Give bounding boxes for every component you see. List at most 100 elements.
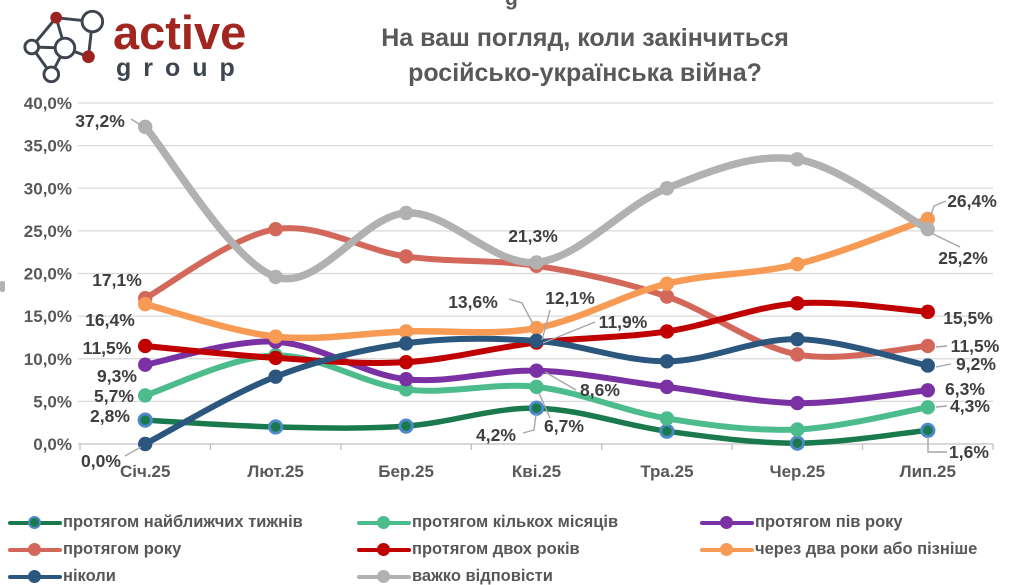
series-2-point-0	[138, 357, 153, 372]
data-label-leader	[935, 405, 948, 408]
data-label-leader	[935, 345, 948, 348]
series-0-point-4	[659, 423, 675, 439]
data-label: 11,5%	[951, 336, 1000, 356]
legend-label: протягом року	[63, 540, 182, 558]
data-label-leader	[930, 200, 947, 216]
series-3-point-1	[268, 221, 283, 237]
series-6-point-0	[138, 436, 153, 452]
data-label: 6,7%	[544, 416, 584, 436]
series-5-point-1	[268, 329, 283, 344]
data-label-leader	[935, 363, 952, 368]
series-1-point-5	[790, 422, 805, 437]
data-label: 11,9%	[599, 312, 648, 332]
data-label-leader	[522, 413, 537, 434]
data-label: 15,5%	[943, 308, 993, 328]
legend-swatch-icon	[8, 516, 62, 530]
series-1-point-3	[529, 379, 544, 395]
series-7-point-2	[398, 205, 414, 221]
legend-label: через два роки або пізніше	[755, 540, 978, 558]
series-4-point-5	[790, 296, 805, 311]
y-axis-tick-label: 0,0%	[33, 435, 72, 454]
logo-wordmark-active: active	[113, 6, 247, 59]
legend-label: протягом найближчих тижнів	[63, 513, 303, 531]
series-2-point-5	[790, 395, 805, 411]
data-label: 9,2%	[956, 354, 996, 374]
series-6-point-1	[268, 369, 283, 384]
series-3-point-4	[659, 289, 675, 304]
series-6-point-3	[529, 333, 544, 349]
data-label-leader	[544, 371, 577, 391]
y-axis-tick-label: 25,0%	[24, 222, 72, 241]
series-5-point-2	[398, 324, 414, 339]
data-label: 13,6%	[448, 292, 498, 312]
legend-item: протягом кількох місяців	[357, 509, 700, 536]
series-7-point-1	[268, 269, 283, 285]
logo-network-icon	[23, 9, 105, 84]
data-label-leader	[538, 392, 551, 419]
data-label: 5,7%	[94, 386, 134, 406]
series-4-point-1	[268, 350, 283, 366]
legend-item: протягом пів року	[700, 509, 1016, 536]
legend-swatch-icon	[357, 516, 411, 530]
legend-label: протягом кількох місяців	[412, 513, 619, 531]
x-axis-tick-label: Бер.25	[378, 462, 434, 481]
legend-label: важко відповісти	[412, 567, 553, 585]
series-2-point-6	[920, 383, 935, 398]
series-6-point-6	[920, 358, 935, 373]
data-label-leader	[124, 446, 142, 457]
data-label: 4,2%	[476, 425, 516, 445]
data-label: 2,8%	[90, 406, 130, 426]
series-2-point-2	[398, 372, 414, 387]
series-7-point-5	[790, 152, 805, 167]
series-1-point-2	[398, 382, 414, 397]
legend-item: протягом двох років	[357, 536, 700, 563]
y-axis-tick-label: 20,0%	[24, 265, 72, 284]
chart-title-line2: російсько-українська війна?	[408, 59, 762, 87]
series-5-point-3	[529, 320, 544, 336]
data-label: 17,1%	[92, 270, 142, 290]
chart-title-line1: На ваш погляд, коли закінчиться	[381, 24, 789, 52]
series-4-point-6	[920, 304, 935, 320]
series-2-point-4	[659, 379, 675, 395]
x-axis-tick-label: Кві.25	[512, 462, 561, 481]
series-0-point-3	[528, 400, 545, 416]
legend-label: протягом пів року	[755, 513, 903, 531]
series-0-point-2	[398, 418, 414, 434]
data-label: 26,4%	[947, 191, 997, 211]
series-3-point-6	[920, 338, 935, 354]
series-4-point-4	[659, 324, 675, 339]
y-axis-tick-label: 5,0%	[33, 392, 72, 411]
legend-item: протягом року	[8, 536, 357, 563]
y-axis-tick-label: 10,0%	[24, 350, 72, 369]
series-7-point-3	[529, 255, 544, 270]
series-0-point-0	[137, 412, 153, 428]
logo-wordmark-group: group	[116, 54, 247, 82]
data-label: 4,3%	[950, 396, 990, 416]
data-label-leader	[130, 118, 143, 127]
series-4-point-0	[138, 338, 153, 354]
legend-column-3: протягом пів року через два роки або пізн…	[700, 509, 1016, 585]
data-label: 16,4%	[85, 310, 135, 330]
legend-column-2: протягом кількох місяців протягом двох ро…	[357, 509, 700, 585]
series-0-point-6	[920, 422, 936, 438]
legend-item: важко відповісти	[357, 563, 700, 585]
series-3-point-5	[790, 347, 805, 362]
series-7-point-4	[659, 181, 675, 196]
legend-swatch-icon	[357, 543, 411, 557]
y-axis-tick-label: 15,0%	[24, 307, 72, 326]
data-label: 0,0%	[81, 451, 121, 471]
data-label-leader	[542, 321, 596, 344]
data-label: 1,6%	[949, 442, 989, 462]
legend-swatch-icon	[8, 570, 62, 584]
data-label: 8,6%	[580, 380, 620, 400]
x-axis-tick-label: Чер.25	[770, 462, 825, 481]
x-axis-tick-label: Лют.25	[247, 462, 304, 481]
data-label: 21,3%	[508, 226, 558, 246]
data-label: 9,3%	[97, 366, 137, 386]
legend-swatch-icon	[700, 516, 754, 530]
data-label: 25,2%	[938, 248, 988, 268]
data-label-leader	[541, 309, 551, 341]
chart-title: На ваш погляд, коли закінчиться російськ…	[335, 21, 835, 91]
